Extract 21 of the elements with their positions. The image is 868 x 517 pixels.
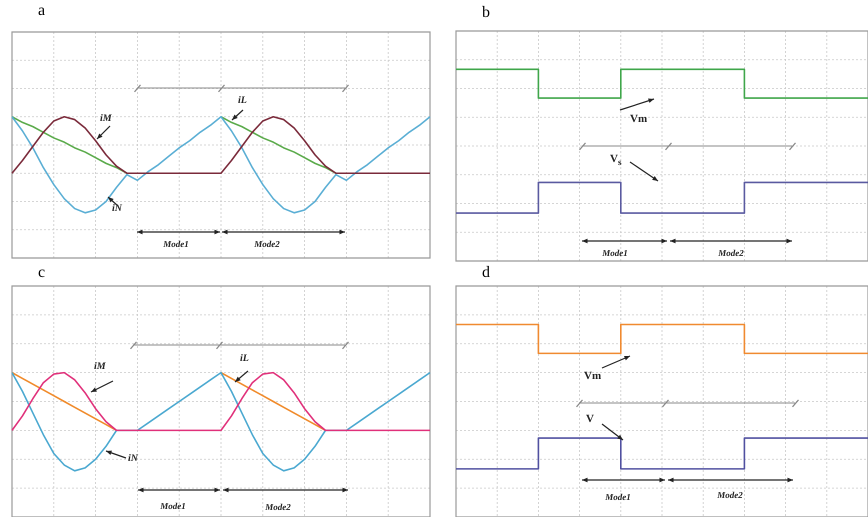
chart-title: d [482,264,490,282]
annotation: Mode1 [602,248,628,258]
annotation: Mode2 [265,502,291,512]
annotation: Mode1 [160,501,186,511]
series-label: iL [240,353,249,364]
annotation: Mode2 [254,239,280,249]
annotation: Mode1 [163,239,189,249]
series-label: iM [94,361,106,372]
text: iN [128,453,138,464]
chart-title: b [482,4,490,22]
series-label: iL [238,95,247,106]
annotation: Mode2 [717,490,743,500]
series-label: Vm [584,370,602,382]
series-label: V$_{s}$ [610,153,622,168]
annotation: Mode2 [718,248,744,258]
chart-title: c [38,264,46,282]
series-label: iM [100,113,112,124]
series-label: Vm [630,113,648,125]
series-label: V [586,413,594,425]
chart-title: a [38,2,46,20]
annotation: Mode1 [605,492,631,502]
